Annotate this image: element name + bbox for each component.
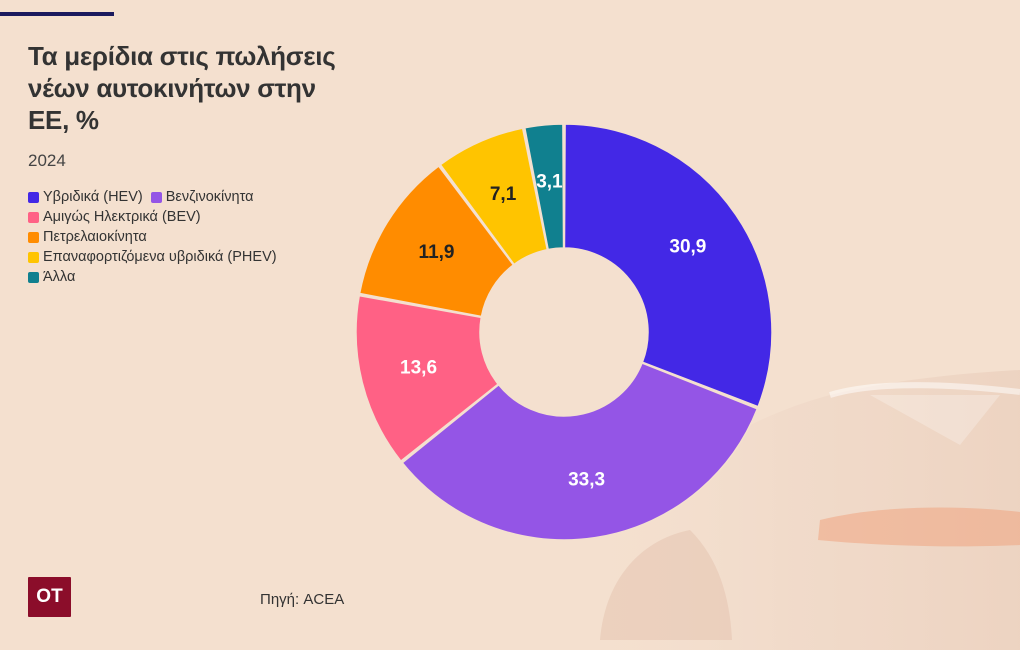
- legend-swatch: [28, 211, 39, 223]
- donut-slice: [439, 127, 549, 266]
- legend-label: Υβριδικά (HEV): [43, 189, 143, 205]
- donut-slice: [523, 123, 565, 251]
- slice-data-label: 3,1: [536, 172, 563, 193]
- chart-title: Τα μερίδια στις πωλήσεις νέων αυτοκινήτω…: [28, 41, 336, 135]
- legend-label: Άλλα: [43, 269, 76, 285]
- legend-label: Πετρελαιοκίνητα: [43, 229, 147, 245]
- legend-swatch: [28, 251, 39, 263]
- legend-item: Υβριδικά (HEV): [28, 189, 143, 205]
- legend-row: Αμιγώς Ηλεκτρικά (BEV): [28, 207, 328, 227]
- chart-subtitle: 2024: [28, 151, 66, 170]
- slice-data-label: 33,3: [568, 469, 605, 490]
- legend-row: Άλλα: [28, 267, 328, 287]
- slice-data-label: 11,9: [419, 242, 455, 263]
- chart-legend: Υβριδικά (HEV) Βενζινοκίνητα Αμιγώς Ηλεκτρ…: [28, 187, 328, 287]
- donut-slice: [563, 123, 773, 408]
- top-accent-rule: [0, 12, 114, 16]
- legend-item: Βενζινοκίνητα: [150, 189, 254, 205]
- legend-label: Επαναφορτιζόμενα υβριδικά (PHEV): [43, 249, 277, 265]
- publisher-logo: OT: [28, 577, 71, 617]
- legend-swatch: [28, 271, 39, 283]
- legend-row: Υβριδικά (HEV) Βενζινοκίνητα: [28, 187, 328, 207]
- donut-slice: [355, 294, 500, 463]
- donut-slice: [358, 164, 515, 318]
- slice-data-label: 30,9: [669, 236, 706, 257]
- legend-label: Αμιγώς Ηλεκτρικά (BEV): [43, 209, 201, 225]
- legend-swatch: [28, 191, 39, 203]
- slice-data-label: 13,6: [400, 358, 437, 379]
- legend-row: Επαναφορτιζόμενα υβριδικά (PHEV): [28, 247, 328, 267]
- legend-item: Επαναφορτιζόμενα υβριδικά (PHEV): [28, 249, 277, 265]
- legend-item: Αμιγώς Ηλεκτρικά (BEV): [28, 209, 201, 225]
- slice-data-label: 7,1: [490, 184, 517, 205]
- legend-row: Πετρελαιοκίνητα: [28, 227, 328, 247]
- legend-item: Πετρελαιοκίνητα: [28, 229, 147, 245]
- legend-swatch: [150, 191, 162, 203]
- legend-label: Βενζινοκίνητα: [165, 189, 254, 205]
- legend-item: Άλλα: [28, 269, 75, 285]
- source-note: Πηγή: ACEA: [260, 591, 345, 608]
- legend-swatch: [28, 231, 39, 243]
- donut-slice: [401, 362, 759, 541]
